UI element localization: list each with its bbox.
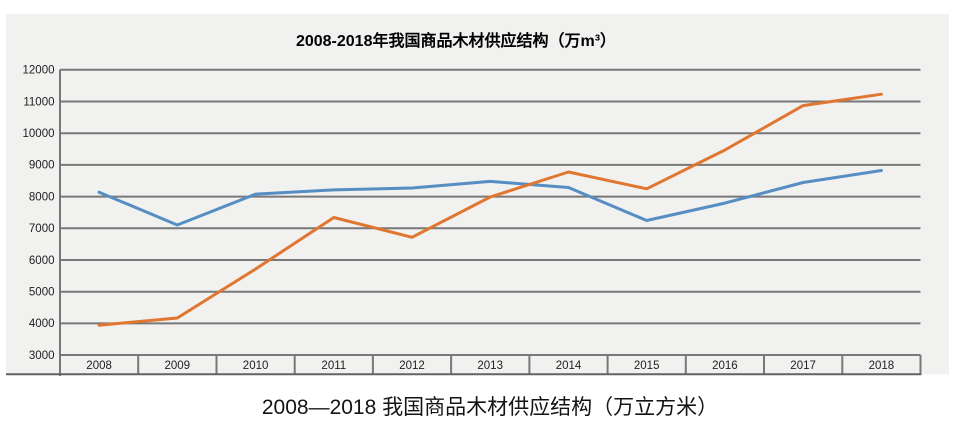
svg-text:2010: 2010 (243, 360, 269, 372)
svg-text:12000: 12000 (23, 65, 55, 77)
svg-text:10000: 10000 (23, 128, 55, 140)
svg-text:3000: 3000 (29, 350, 55, 362)
svg-text:5000: 5000 (29, 287, 55, 299)
svg-text:9000: 9000 (29, 160, 55, 172)
svg-text:2017: 2017 (790, 360, 816, 372)
svg-text:2008: 2008 (86, 360, 112, 372)
svg-text:2008—2018 我国商品木材供应结构（万立方米）: 2008—2018 我国商品木材供应结构（万立方米） (262, 396, 718, 419)
svg-text:2011: 2011 (321, 360, 346, 372)
svg-text:2012: 2012 (399, 360, 425, 372)
svg-text:7000: 7000 (29, 223, 55, 235)
svg-text:4000: 4000 (29, 318, 55, 330)
svg-text:2018: 2018 (869, 360, 895, 372)
svg-text:2009: 2009 (165, 360, 191, 372)
svg-text:2008-2018年我国商品木材供应结构（万m³）: 2008-2018年我国商品木材供应结构（万m³） (296, 31, 616, 50)
svg-text:8000: 8000 (29, 191, 55, 203)
svg-text:2014: 2014 (556, 360, 582, 372)
svg-text:2016: 2016 (712, 360, 738, 372)
svg-text:2015: 2015 (634, 360, 660, 372)
svg-text:11000: 11000 (23, 96, 54, 108)
svg-text:6000: 6000 (29, 255, 55, 267)
svg-text:2013: 2013 (477, 360, 503, 372)
